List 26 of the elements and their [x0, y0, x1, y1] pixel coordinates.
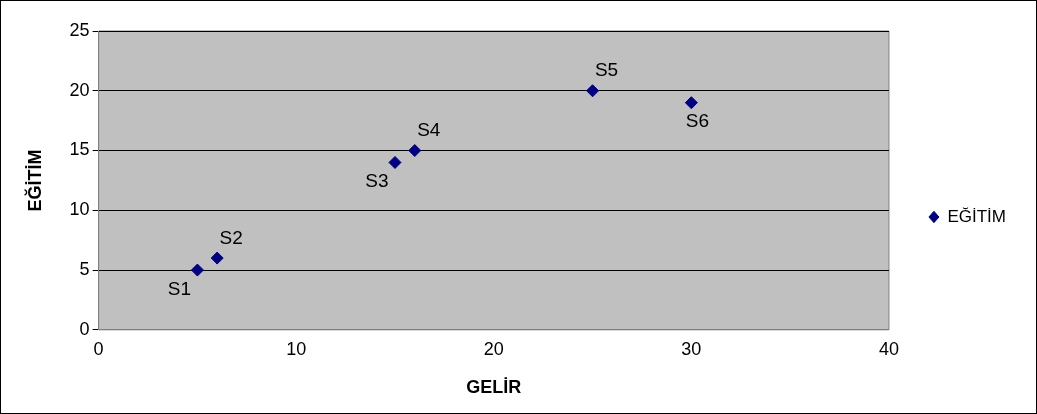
x-tick-label: 20 [483, 338, 504, 359]
annotation: S3 [365, 170, 389, 192]
legend-label: EĞİTİM [947, 206, 1007, 226]
annotation: S6 [685, 110, 709, 132]
annotation: S4 [417, 119, 441, 141]
x-tick-label: 40 [878, 338, 899, 359]
y-tick-label: 25 [69, 19, 90, 40]
x-tick-label: 10 [286, 338, 307, 359]
x-axis-title: GELİR [466, 377, 522, 398]
point [684, 96, 698, 110]
x-tick-label: 30 [681, 338, 702, 359]
x-tick-label: 0 [93, 338, 104, 359]
annotation: S1 [167, 277, 192, 299]
y-tick-label: 5 [79, 259, 90, 280]
point [388, 155, 402, 169]
y-axis-title: EĞİTİM [23, 149, 45, 212]
point [408, 144, 422, 158]
annotation: S2 [219, 226, 243, 248]
annotation: S5 [594, 59, 619, 81]
point [190, 263, 204, 277]
y-tick-label: 20 [69, 79, 90, 100]
y-tick-label: 0 [79, 318, 90, 339]
y-tick-label: 10 [69, 199, 90, 220]
point [210, 251, 224, 265]
y-tick-label: 15 [69, 139, 90, 160]
point [586, 84, 600, 98]
